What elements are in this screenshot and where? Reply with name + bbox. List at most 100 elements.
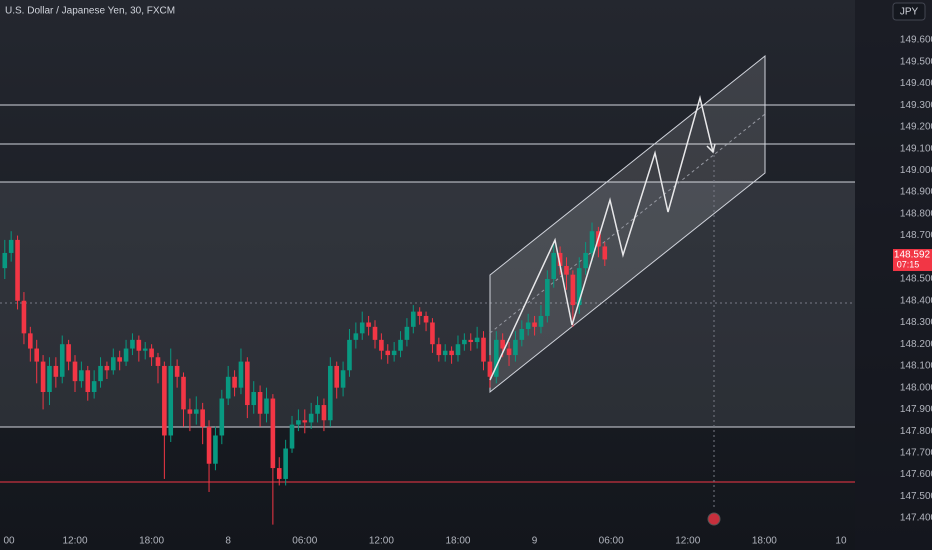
x-tick-label: 18:00 bbox=[445, 536, 470, 547]
candle-body bbox=[410, 311, 416, 327]
candle-body bbox=[315, 405, 320, 414]
candle-body bbox=[589, 231, 595, 253]
candle-body bbox=[462, 339, 467, 345]
candle-body bbox=[136, 339, 142, 351]
x-tick-label: 06:00 bbox=[292, 536, 317, 547]
candle-body bbox=[59, 344, 65, 377]
candle-body bbox=[481, 337, 486, 362]
candle-body bbox=[493, 339, 499, 377]
y-tick-label: 149.100 bbox=[900, 143, 932, 154]
candle-body bbox=[66, 344, 71, 362]
candle-body bbox=[79, 370, 84, 382]
x-tick-label: 18:00 bbox=[139, 536, 164, 547]
candle-body bbox=[328, 365, 333, 421]
price-axis bbox=[855, 0, 932, 550]
candle-body bbox=[206, 426, 212, 464]
candle-body bbox=[85, 370, 91, 393]
candle-body bbox=[404, 326, 410, 340]
candle-body bbox=[264, 398, 269, 414]
y-tick-label: 148.700 bbox=[900, 230, 932, 241]
candle-body bbox=[200, 409, 205, 427]
y-tick-label: 148.400 bbox=[900, 295, 932, 306]
candle-body bbox=[385, 350, 391, 356]
x-tick-label: 10 bbox=[835, 536, 847, 547]
x-tick-label: 18:00 bbox=[752, 536, 777, 547]
candle-body bbox=[423, 315, 429, 323]
candle-body bbox=[104, 365, 110, 371]
candle-body bbox=[532, 322, 537, 327]
candle-body bbox=[500, 339, 505, 349]
candle-body bbox=[162, 365, 167, 436]
candle-body bbox=[557, 252, 563, 266]
event-icon[interactable] bbox=[707, 512, 721, 526]
channel-mid bbox=[489, 113, 766, 334]
candle-body bbox=[296, 420, 301, 425]
candle-body bbox=[91, 381, 97, 393]
x-tick-label: 06:00 bbox=[599, 536, 624, 547]
candle-body bbox=[8, 239, 14, 253]
candle-body bbox=[334, 365, 340, 388]
y-tick-label: 149.600 bbox=[900, 35, 932, 46]
candle-body bbox=[149, 348, 154, 358]
candle-body bbox=[545, 279, 550, 316]
candle-body bbox=[28, 333, 33, 349]
candle-body bbox=[110, 357, 116, 371]
candle-body bbox=[359, 322, 365, 334]
candle-body bbox=[468, 339, 474, 343]
candle-body bbox=[372, 326, 378, 340]
candle-body bbox=[340, 370, 346, 388]
candle-body bbox=[379, 339, 384, 351]
projection-path bbox=[489, 95, 714, 381]
candle-body bbox=[40, 361, 46, 393]
candle-body bbox=[213, 435, 218, 464]
y-tick-label: 147.700 bbox=[900, 447, 932, 458]
candle-body bbox=[602, 246, 608, 260]
candle-body bbox=[442, 350, 448, 356]
candle-body bbox=[430, 322, 435, 345]
candle-body bbox=[570, 274, 576, 306]
candle-body bbox=[245, 361, 250, 406]
range-zone bbox=[0, 182, 855, 427]
candle-body bbox=[117, 357, 122, 362]
candle-body bbox=[513, 339, 518, 356]
candle-body bbox=[238, 361, 244, 388]
chart-title: U.S. Dollar / Japanese Yen, 30, FXCM bbox=[5, 6, 175, 17]
x-tick-label: 00 bbox=[3, 536, 15, 547]
y-tick-label: 147.800 bbox=[900, 426, 932, 437]
y-tick-label: 148.800 bbox=[900, 208, 932, 219]
y-tick-label: 149.300 bbox=[900, 100, 932, 111]
x-tick-label: 12:00 bbox=[675, 536, 700, 547]
candle-body bbox=[187, 409, 193, 414]
candle-body bbox=[583, 252, 588, 269]
candle-body bbox=[168, 365, 174, 436]
y-tick-label: 149.400 bbox=[900, 78, 932, 89]
candle-body bbox=[289, 424, 295, 449]
candle-body bbox=[219, 398, 225, 436]
candle-body bbox=[276, 468, 282, 479]
x-tick-label: 8 bbox=[225, 536, 231, 547]
candle-body bbox=[251, 392, 257, 406]
candle-body bbox=[449, 350, 454, 356]
candle-body bbox=[155, 357, 161, 366]
candle-body bbox=[193, 409, 199, 414]
candle-body bbox=[257, 392, 263, 414]
last-price-box bbox=[893, 249, 932, 272]
currency-button[interactable] bbox=[892, 2, 926, 21]
candle-body bbox=[474, 337, 480, 343]
candle-body bbox=[576, 268, 582, 306]
currency-label: JPY bbox=[900, 7, 919, 18]
candle-body bbox=[2, 252, 8, 269]
y-tick-label: 148.200 bbox=[900, 339, 932, 350]
candle-body bbox=[34, 348, 40, 362]
x-tick-label: 12:00 bbox=[369, 536, 394, 547]
candle-body bbox=[347, 339, 352, 371]
last-price-label: 148.592 bbox=[894, 250, 931, 261]
y-tick-label: 148.900 bbox=[900, 187, 932, 198]
candle-body bbox=[551, 252, 557, 280]
candle-body bbox=[366, 322, 371, 327]
candle-body bbox=[15, 239, 20, 301]
candle-body bbox=[564, 265, 569, 275]
candles bbox=[2, 222, 608, 525]
